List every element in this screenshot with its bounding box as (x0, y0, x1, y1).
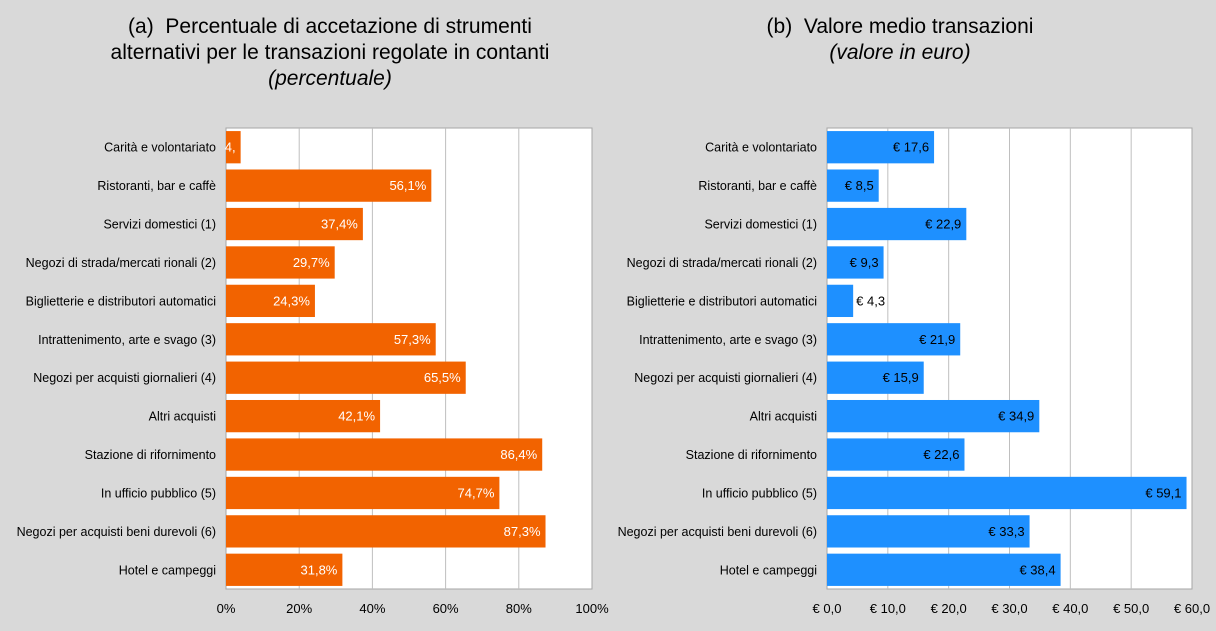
chart-a-data-label: 87,3% (504, 524, 541, 539)
chart-b-x-tick-label: € 30,0 (991, 601, 1027, 616)
chart-a-bar (226, 476, 500, 510)
chart-a-bar (226, 131, 241, 164)
chart-a-data-label: 37,4% (321, 217, 358, 232)
chart-a-category-label: Servizi domestici (1) (103, 218, 216, 232)
chart-a-category-label: Negozi per acquisti beni durevoli (6) (17, 525, 216, 539)
chart-b-bar (827, 515, 1030, 548)
chart-a-bar (226, 515, 546, 548)
chart-b-category-label: Biglietterie e distributori automatici (627, 294, 817, 308)
chart-b-category-label: Negozi per acquisti beni durevoli (6) (618, 525, 817, 539)
chart-a-data-label: 42,1% (338, 409, 375, 424)
chart-b-bar (827, 438, 965, 471)
chart-b-data-label: € 15,9 (883, 370, 919, 385)
chart-b-bar (827, 207, 967, 241)
chart-a-category-label: Biglietterie e distributori automatici (26, 294, 216, 308)
chart-b-bar (827, 399, 1040, 433)
chart-a-data-label: 65,5% (424, 370, 461, 385)
chart-a-title-line-1: (a) Percentuale di accetazione di strume… (128, 15, 532, 38)
chart-a-x-tick-label: 0% (217, 601, 236, 616)
chart-b-bar (827, 131, 935, 164)
chart-b-subtitle: (valore in euro) (829, 41, 971, 64)
chart-b-bar (827, 323, 961, 356)
chart-a-category-label: Negozi per acquisti giornalieri (4) (33, 371, 216, 385)
chart-b-category-label: Carità e volontariato (705, 141, 817, 155)
chart-a-title: (a) Percentuale di accetazione di strume… (20, 14, 640, 92)
chart-a-category-label: Stazione di rifornimento (85, 448, 216, 462)
chart-a-data-label: 31,8% (301, 562, 338, 577)
chart-b-x-tick-label: € 50,0 (1113, 601, 1149, 616)
chart-a-category-label: Altri acquisti (149, 410, 216, 424)
chart-b-data-label: € 33,3 (988, 524, 1024, 539)
chart-a-category-label: Carità e volontariato (104, 141, 216, 155)
chart-b-data-label: € 8,5 (845, 178, 874, 193)
chart-b-title-line-1: (b) Valore medio transazioni (766, 15, 1034, 38)
chart-b-data-label: € 9,3 (850, 255, 879, 270)
chart-a-category-label: Hotel e campeggi (119, 563, 216, 577)
chart-b-category-label: Servizi domestici (1) (704, 218, 817, 232)
chart-a-title-line-2: alternativi per le transazioni regolate … (110, 41, 550, 64)
chart-a-data-label: 86,4% (500, 447, 537, 462)
chart-a-bar (226, 169, 432, 202)
chart-a-category-label: Intrattenimento, arte e svago (3) (38, 333, 216, 347)
chart-b-data-label: € 59,1 (1145, 485, 1181, 500)
chart-b-data-label: € 34,9 (998, 409, 1034, 424)
chart-b-category-label: Negozi per acquisti giornalieri (4) (634, 371, 817, 385)
chart-b-category-label: Negozi di strada/mercati rionali (2) (627, 256, 817, 270)
chart-b-x-tick-label: € 0,0 (813, 601, 842, 616)
chart-b-data-label: € 22,6 (923, 447, 959, 462)
chart-a-x-tick-label: 40% (359, 601, 385, 616)
chart-a-data-label: 74,7% (458, 485, 495, 500)
chart-a-bar (226, 361, 466, 394)
chart-b-data-label: € 38,4 (1019, 562, 1055, 577)
chart-b-category-label: Intrattenimento, arte e svago (3) (639, 333, 817, 347)
chart-a-x-tick-label: 100% (575, 601, 609, 616)
chart-a-subtitle: (percentuale) (268, 67, 392, 90)
chart-b-data-label: € 22,9 (925, 217, 961, 232)
chart-a-category-label: In ufficio pubblico (5) (101, 486, 216, 500)
chart-a-x-tick-label: 20% (286, 601, 312, 616)
chart-a-bar (226, 284, 315, 318)
chart-a-bar (226, 323, 436, 356)
chart-b-data-label: € 17,6 (893, 140, 929, 155)
chart-a-x-tick-label: 80% (506, 601, 532, 616)
chart-a-data-label: 29,7% (293, 255, 330, 270)
chart-a-data-label: 57,3% (394, 332, 431, 347)
chart-b-x-tick-label: € 60,0 (1174, 601, 1210, 616)
chart-b-bar (827, 553, 1061, 586)
chart-a-data-label: 4, (225, 140, 236, 155)
chart-b-x-tick-label: € 40,0 (1052, 601, 1088, 616)
chart-b-category-label: Hotel e campeggi (720, 563, 817, 577)
chart-b-x-tick-label: € 20,0 (931, 601, 967, 616)
chart-b-bar (827, 246, 884, 279)
chart-a-bar (226, 553, 343, 586)
chart-b-category-label: Ristoranti, bar e caffè (698, 179, 817, 193)
chart-b-x-tick-label: € 10,0 (870, 601, 906, 616)
chart-a-category-label: Ristoranti, bar e caffè (97, 179, 216, 193)
chart-a-x-tick-label: 60% (433, 601, 459, 616)
chart-b-bar (827, 361, 924, 394)
chart-b-title: (b) Valore medio transazioni (valore in … (690, 14, 1110, 66)
chart-a-data-label: 56,1% (389, 178, 426, 193)
chart-b-data-label: € 21,9 (919, 332, 955, 347)
chart-b-bar (827, 169, 879, 202)
chart-b-data-label: € 4,3 (856, 293, 885, 308)
chart-a-bar (226, 438, 543, 471)
chart-a-bar (226, 399, 381, 433)
chart-a-category-label: Negozi di strada/mercati rionali (2) (26, 256, 216, 270)
chart-a-data-label: 24,3% (273, 293, 310, 308)
chart-b-category-label: Stazione di rifornimento (686, 448, 817, 462)
chart-a-bar (226, 207, 363, 241)
chart-b-bar (827, 476, 1187, 510)
chart-b-bar (827, 284, 854, 318)
chart-b-category-label: Altri acquisti (750, 410, 817, 424)
chart-b-category-label: In ufficio pubblico (5) (702, 486, 817, 500)
chart-a-plot-area (225, 127, 593, 590)
chart-a-bar (226, 246, 335, 279)
